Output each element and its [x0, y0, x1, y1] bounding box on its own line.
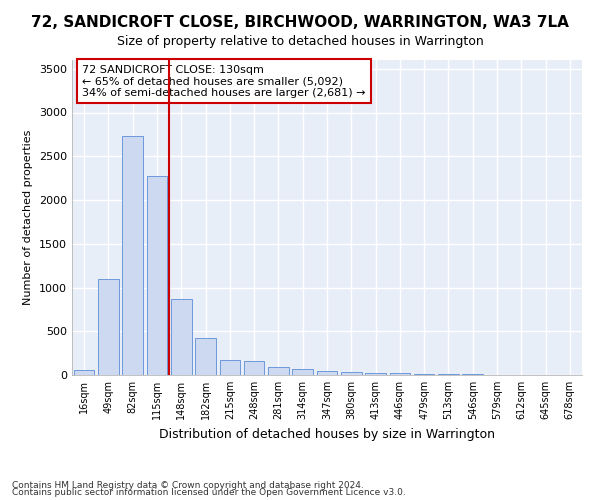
Text: Contains HM Land Registry data © Crown copyright and database right 2024.: Contains HM Land Registry data © Crown c… — [12, 480, 364, 490]
Bar — [463, 374, 483, 375]
Bar — [292, 370, 313, 375]
Bar — [98, 279, 119, 375]
Bar — [195, 338, 216, 375]
Bar — [317, 370, 337, 375]
Bar — [268, 367, 289, 375]
Bar — [244, 360, 265, 375]
Bar — [122, 136, 143, 375]
Bar — [365, 373, 386, 375]
Y-axis label: Number of detached properties: Number of detached properties — [23, 130, 34, 305]
Text: Contains public sector information licensed under the Open Government Licence v3: Contains public sector information licen… — [12, 488, 406, 497]
Text: 72, SANDICROFT CLOSE, BIRCHWOOD, WARRINGTON, WA3 7LA: 72, SANDICROFT CLOSE, BIRCHWOOD, WARRING… — [31, 15, 569, 30]
Text: Size of property relative to detached houses in Warrington: Size of property relative to detached ho… — [116, 35, 484, 48]
Bar — [171, 299, 191, 375]
Bar — [438, 374, 459, 375]
Bar — [220, 360, 240, 375]
Bar — [414, 374, 434, 375]
Bar — [341, 372, 362, 375]
X-axis label: Distribution of detached houses by size in Warrington: Distribution of detached houses by size … — [159, 428, 495, 440]
Bar — [74, 370, 94, 375]
Bar — [146, 176, 167, 375]
Text: 72 SANDICROFT CLOSE: 130sqm
← 65% of detached houses are smaller (5,092)
34% of : 72 SANDICROFT CLOSE: 130sqm ← 65% of det… — [82, 64, 366, 98]
Bar — [389, 373, 410, 375]
